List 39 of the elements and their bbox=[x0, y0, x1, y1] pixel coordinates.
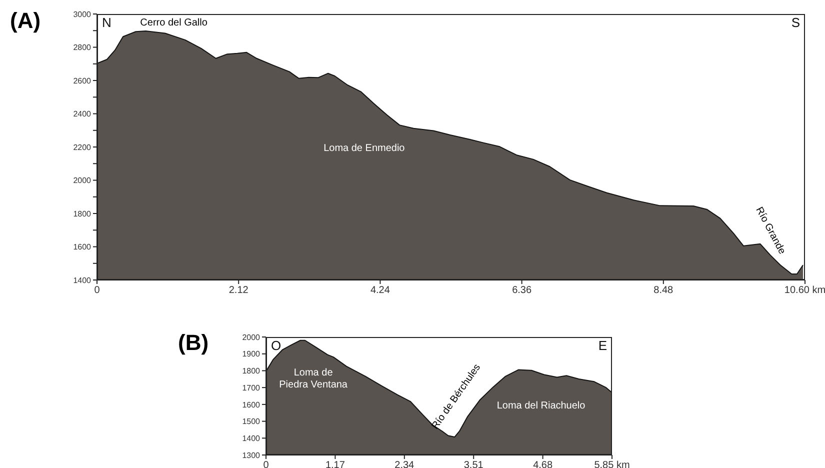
annotation: Cerro del Gallo bbox=[140, 17, 208, 28]
x-tick-label: 2.12 bbox=[228, 285, 249, 296]
y-tick-label: 2000 bbox=[73, 176, 92, 186]
x-tick-label: 4.24 bbox=[370, 285, 390, 296]
y-tick-label: 3000 bbox=[73, 10, 92, 19]
y-tick-label: 1900 bbox=[242, 350, 261, 359]
x-tick-label: 6.36 bbox=[512, 285, 532, 296]
y-tick-label: 1300 bbox=[242, 450, 261, 460]
x-tick-label: 4.68 bbox=[533, 460, 553, 468]
x-tick-label: 2.34 bbox=[394, 460, 415, 468]
annotation: Loma de Piedra Ventana bbox=[279, 367, 348, 390]
y-tick-label: 2800 bbox=[73, 43, 92, 52]
annotation: Loma del Riachuelo bbox=[496, 400, 586, 412]
annotation: S bbox=[791, 15, 800, 30]
chart-title: (B) bbox=[178, 330, 209, 356]
y-tick-label: 1600 bbox=[73, 242, 92, 252]
y-tick-label: 1800 bbox=[242, 366, 261, 376]
annotation: N bbox=[102, 15, 112, 30]
annotation: Loma de Enmedio bbox=[324, 143, 406, 154]
x-tick-label: 10.60 km bbox=[784, 285, 825, 296]
y-tick-label: 1800 bbox=[73, 209, 92, 218]
y-tick-label: 2400 bbox=[73, 110, 92, 119]
x-tick-label: 3.51 bbox=[464, 460, 484, 468]
y-tick-label: 1500 bbox=[242, 417, 261, 426]
y-tick-label: 1600 bbox=[242, 400, 261, 410]
x-tick-label: 0 bbox=[263, 460, 270, 468]
y-tick-label: 2000 bbox=[242, 332, 261, 342]
y-tick-label: 1400 bbox=[242, 434, 261, 443]
x-tick-label: 0 bbox=[94, 285, 100, 296]
y-tick-label: 2600 bbox=[73, 76, 92, 86]
y-tick-label: 1400 bbox=[73, 276, 92, 285]
y-tick-label: 2200 bbox=[73, 142, 92, 152]
x-tick-label: 5.85 km bbox=[594, 460, 630, 468]
y-tick-label: 1700 bbox=[242, 383, 261, 392]
annotation: O bbox=[271, 338, 282, 353]
annotation: E bbox=[598, 338, 607, 353]
x-tick-label: 1.17 bbox=[325, 460, 346, 468]
x-tick-label: 8.48 bbox=[654, 285, 674, 296]
chart-title: (A) bbox=[10, 8, 41, 34]
